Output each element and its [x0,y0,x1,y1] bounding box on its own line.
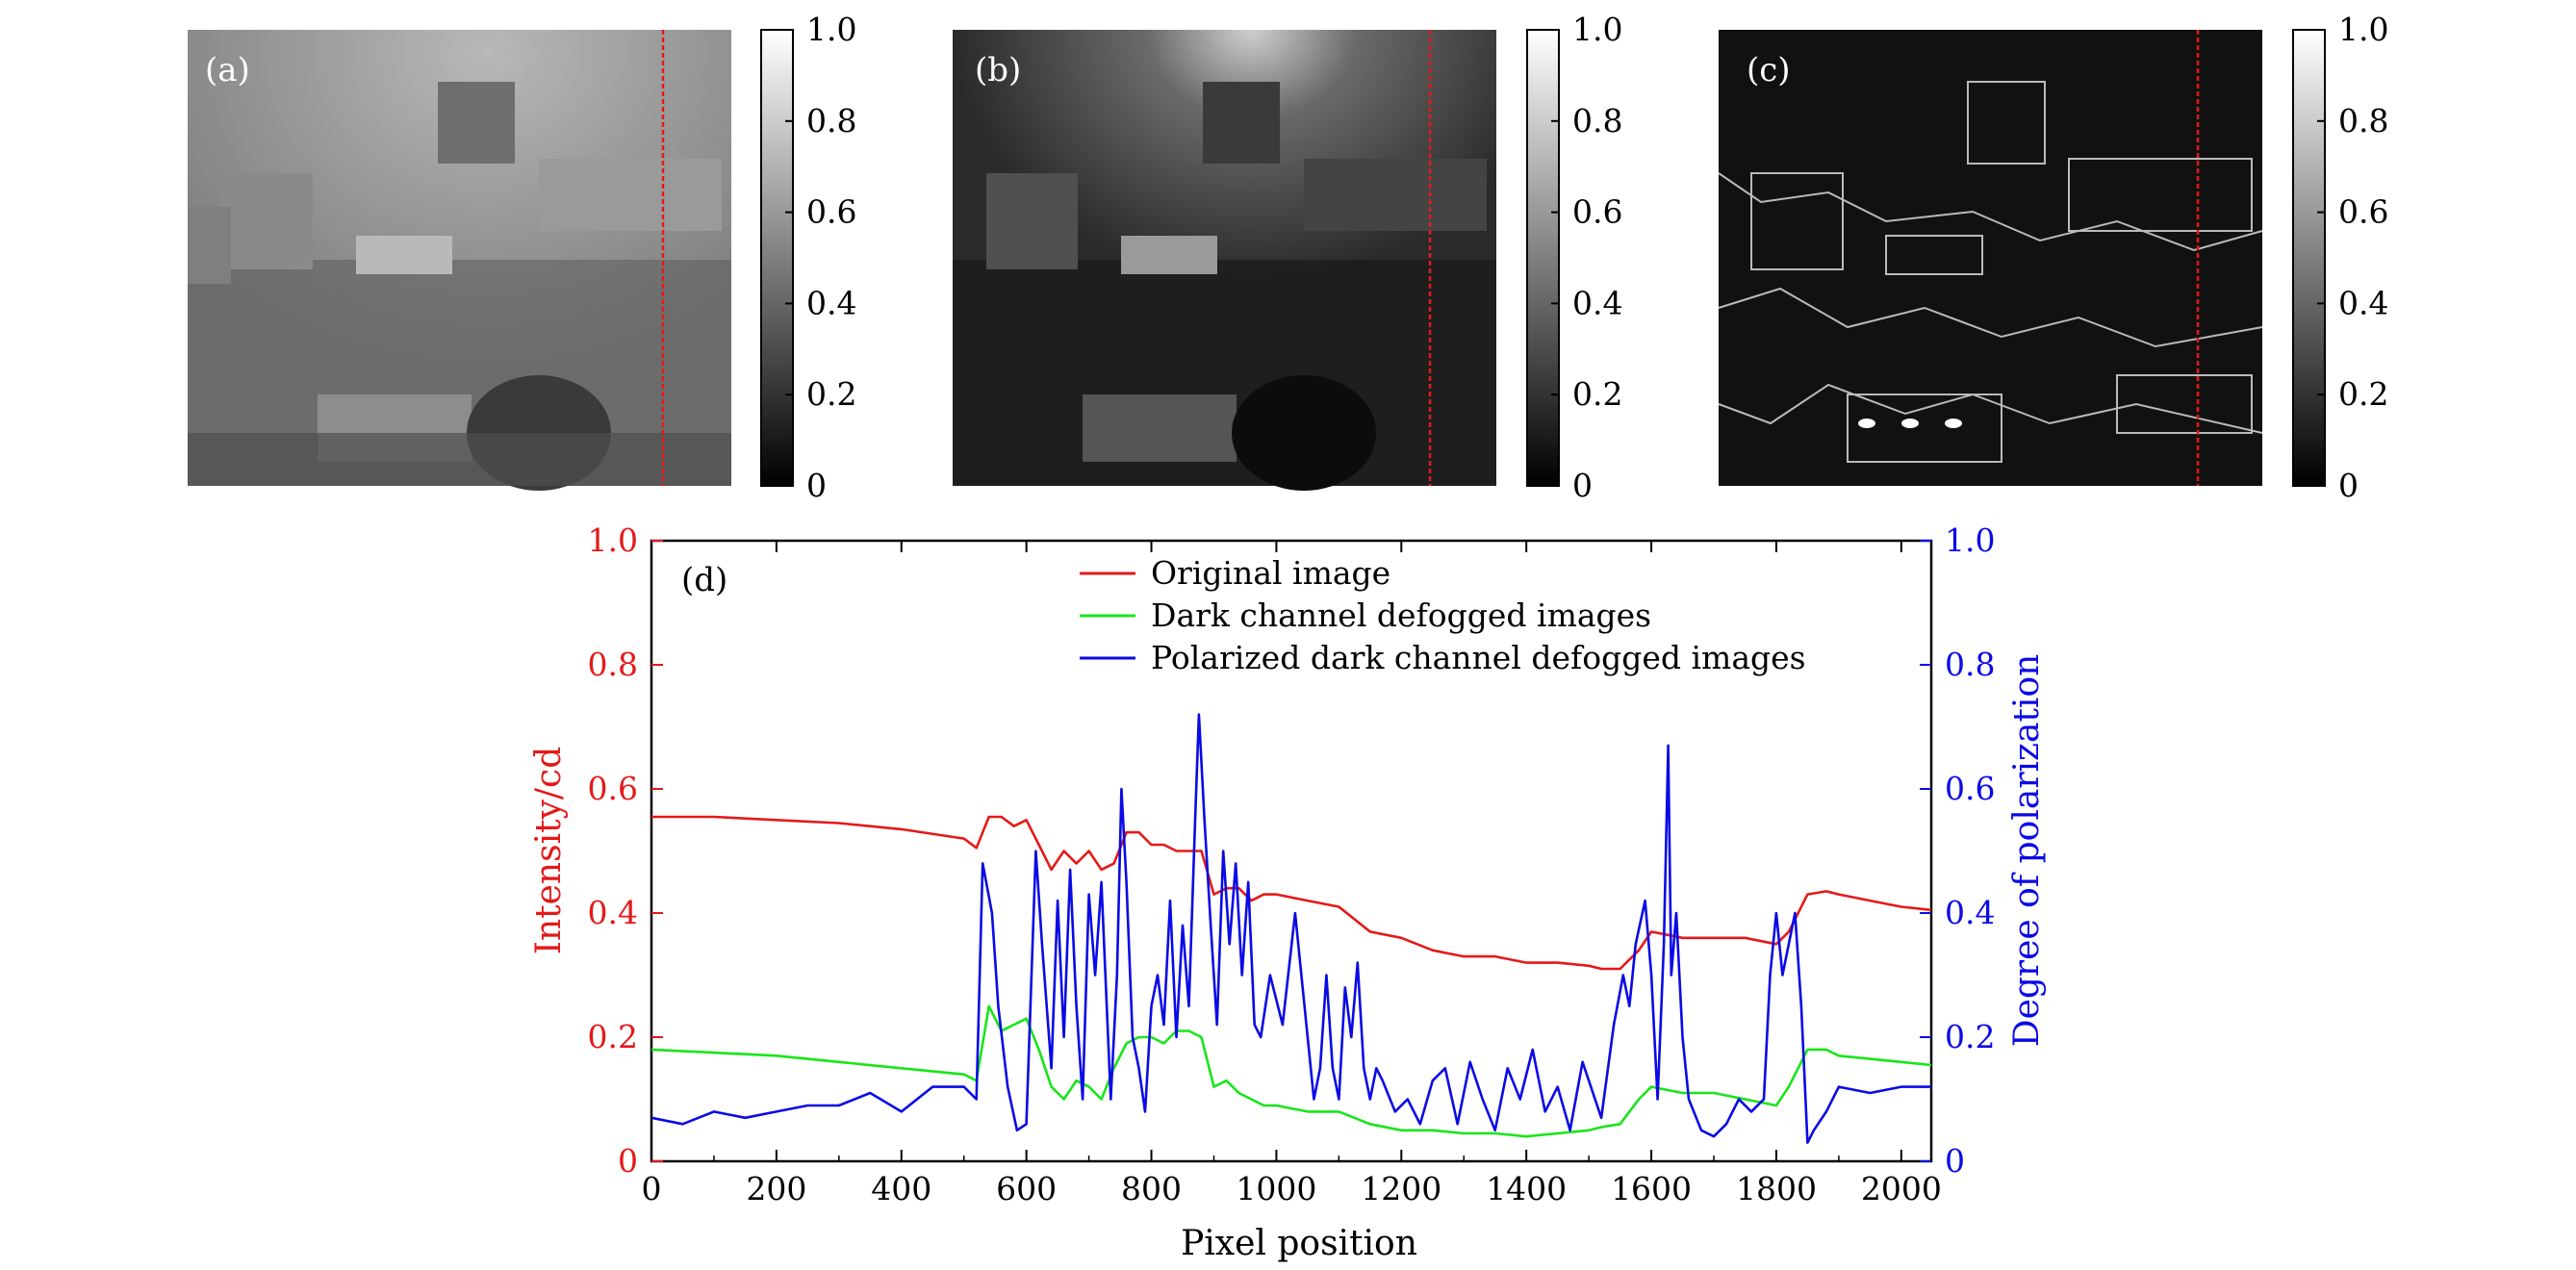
y-tick-label-right: 0.8 [1945,646,1995,683]
x-tick-label: 200 [746,1170,806,1207]
colorbar-tick-label: 1.0 [806,11,856,48]
colorbar-b: 0 0.2 0.4 0.6 0.8 1.0 [1526,11,1622,504]
legend-label-polarized: Polarized dark channel defogged images [1151,639,1806,676]
colorbar-tick-label: 0.6 [1572,193,1622,231]
x-tick-label: 1800 [1736,1170,1817,1207]
x-tick-label: 1000 [1236,1170,1316,1207]
chart-d: 0 200 400 600 800 1000 1200 1400 1600 1800 200000.… [529,521,2047,1263]
legend-label-original: Original image [1151,554,1390,592]
x-axis-label: Pixel position [1181,1224,1417,1263]
legend: Original image Dark channel defogged ima… [1080,554,1806,676]
x-tick-label: 1400 [1486,1170,1567,1207]
colorbar-tick-label: 0.4 [806,284,856,321]
colorbar-tick-label: 0.6 [806,193,856,231]
y-tick-label-right: 0 [1945,1142,1965,1180]
panel-b: (b) 0 0.2 0.4 0.6 0.8 1.0 [953,11,1622,504]
colorbar-tick-label: 1.0 [1572,11,1622,48]
legend-label-dark-channel: Dark channel defogged images [1151,597,1651,634]
colorbar-tick-label: 0 [2338,467,2359,504]
colorbar-tick-label: 0 [1572,467,1593,504]
colorbar-tick-label: 0.8 [806,102,856,140]
x-tick-label: 400 [871,1170,931,1207]
panel-a: (a) 0 0.2 0.4 0.6 0.8 1.0 [188,11,856,504]
y-axis-label-right: Degree of polarization [2007,654,2047,1048]
panel-label-c: (c) [1747,51,1791,89]
panel-label-a: (a) [205,51,250,89]
y-tick-label-left: 1.0 [588,521,638,559]
colorbar-tick-label: 0 [806,467,827,504]
image-c [1718,30,2263,486]
y-tick-label-right: 0.4 [1945,894,1995,931]
y-axis-label-left: Intensity/cd [529,747,569,955]
x-tick-label: 1600 [1611,1170,1692,1207]
x-tick-label: 800 [1121,1170,1182,1207]
image-b [953,30,1496,491]
plot-frame [650,539,1933,1163]
colorbar-tick-label: 0.4 [2338,284,2388,321]
panel-c: (c) 0 0.2 0.4 0.6 0.8 1.0 [1718,11,2388,504]
colorbar-c: 0 0.2 0.4 0.6 0.8 1.0 [2292,11,2388,504]
colorbar-tick-label: 0.2 [806,375,856,413]
colorbar-a: 0 0.2 0.4 0.6 0.8 1.0 [760,11,856,504]
series-polarized [651,713,1931,1144]
y-tick-label-left: 0.2 [588,1018,638,1055]
x-tick-label: 600 [996,1170,1057,1207]
colorbar-tick-label: 0.8 [2338,102,2388,140]
x-tick-label: 1200 [1361,1170,1441,1207]
y-tick-label-left: 0.4 [588,894,638,931]
chart-panel-label: (d) [681,561,727,599]
y-tick-label-left: 0 [618,1142,638,1180]
image-a [188,30,731,491]
y-tick-label-right: 0.2 [1945,1018,1995,1055]
series-original [651,815,1931,971]
y-tick-label-left: 0.8 [588,646,638,683]
colorbar-tick-label: 0.8 [1572,102,1622,140]
y-tick-label-left: 0.6 [588,770,638,807]
series-dark-channel [651,1004,1931,1138]
colorbar-tick-label: 0.2 [1572,375,1622,413]
panel-label-b: (b) [975,51,1021,89]
colorbar-tick-label: 0.4 [1572,284,1622,321]
y-tick-label-right: 1.0 [1945,521,1995,559]
y-tick-label-right: 0.6 [1945,770,1995,807]
x-tick-label: 0 [642,1170,662,1207]
x-tick-label: 2000 [1861,1170,1942,1207]
colorbar-tick-label: 0.2 [2338,375,2388,413]
colorbar-tick-label: 0.6 [2338,193,2388,231]
colorbar-tick-label: 1.0 [2338,11,2388,48]
